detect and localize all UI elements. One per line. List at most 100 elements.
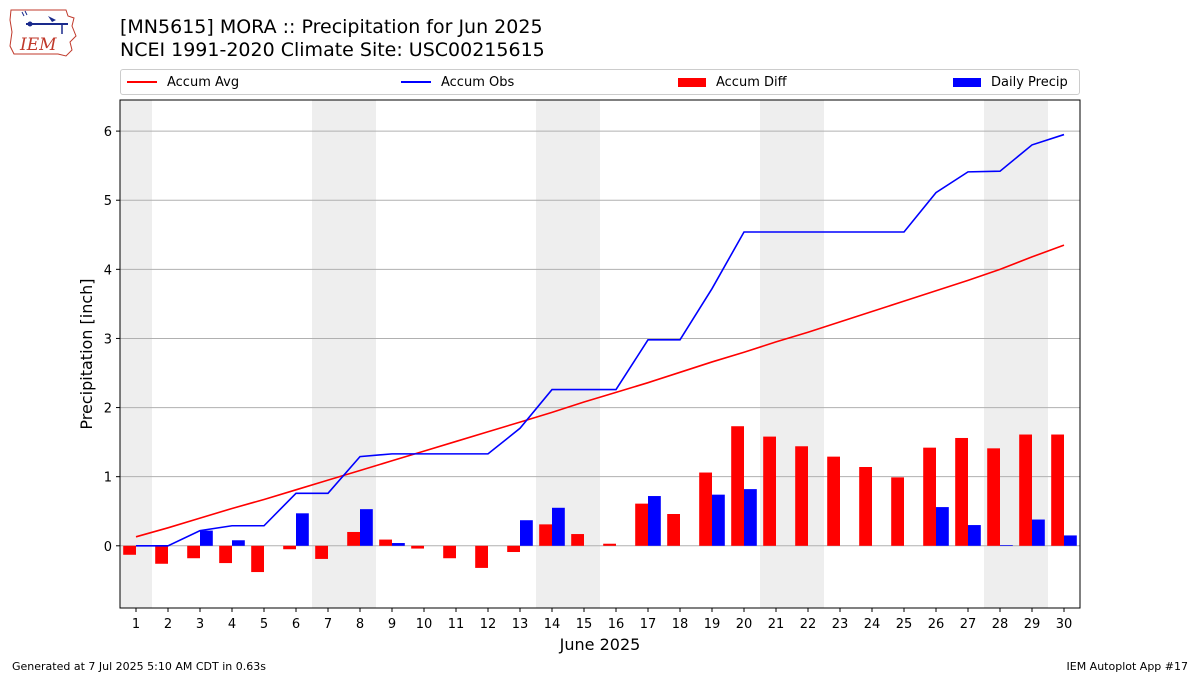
footer-app-text: IEM Autoplot App #17 (1066, 660, 1189, 673)
bar-accum-diff-day-1 (123, 545, 136, 555)
y-tick-label-5: 5 (104, 194, 112, 209)
bar-accum-diff-day-6 (283, 545, 296, 550)
x-tick-label-19: 19 (704, 617, 721, 632)
legend-swatch-accum-avg (127, 81, 157, 83)
bar-accum-diff-day-26 (923, 447, 936, 546)
bar-accum-diff-day-8 (347, 531, 360, 546)
bar-accum-diff-day-25 (891, 477, 904, 546)
bar-daily-precip-day-17 (648, 496, 661, 546)
bar-accum-diff-day-14 (539, 524, 552, 546)
x-tick-label-17: 17 (640, 617, 657, 632)
legend-item-accum-diff: Accum Diff (678, 70, 787, 94)
bar-accum-diff-day-29 (1019, 434, 1032, 546)
legend-item-daily-precip: Daily Precip (953, 70, 1068, 94)
bar-daily-precip-day-8 (360, 509, 373, 546)
bar-accum-diff-day-15 (571, 534, 584, 546)
y-axis-label: Precipitation [inch] (77, 278, 96, 429)
x-tick-label-10: 10 (416, 617, 433, 632)
x-tick-label-8: 8 (356, 617, 364, 632)
x-tick-label-21: 21 (768, 617, 785, 632)
iem-logo-icon: IEM (9, 9, 77, 57)
bar-daily-precip-day-26 (936, 507, 949, 546)
legend-item-accum-obs: Accum Obs (401, 70, 514, 94)
bar-accum-diff-day-10 (411, 545, 424, 549)
x-tick-label-4: 4 (228, 617, 236, 632)
x-tick-label-18: 18 (672, 617, 689, 632)
y-tick-label-1: 1 (104, 471, 112, 486)
line-accum-obs (136, 133, 1065, 547)
series-lines (135, 133, 1065, 547)
x-tick-label-12: 12 (480, 617, 497, 632)
x-tick-label-24: 24 (864, 617, 881, 632)
bar-accum-diff-day-11 (443, 545, 456, 559)
bar-accum-diff-day-12 (475, 545, 488, 568)
x-tick-label-7: 7 (324, 617, 332, 632)
legend-label-accum-avg: Accum Avg (167, 74, 240, 90)
y-tick-label-3: 3 (104, 332, 112, 347)
x-tick-label-5: 5 (260, 617, 268, 632)
weekend-shading (120, 100, 1048, 608)
x-tick-label-9: 9 (388, 617, 396, 632)
bar-accum-diff-day-17 (635, 503, 648, 546)
legend-swatch-daily-precip (953, 77, 981, 87)
legend-label-accum-obs: Accum Obs (441, 74, 515, 90)
weekend-shade-day-15 (568, 100, 600, 608)
legend-swatch-accum-diff (678, 77, 706, 87)
legend-swatch-accum-obs (401, 81, 431, 83)
bar-accum-diff-day-28 (987, 448, 1000, 546)
y-tick-label-6: 6 (104, 125, 112, 140)
x-tick-label-22: 22 (800, 617, 817, 632)
x-tick-label-20: 20 (736, 617, 753, 632)
bar-daily-precip-day-30 (1064, 535, 1077, 546)
x-tick-label-13: 13 (512, 617, 529, 632)
bar-accum-diff-day-27 (955, 437, 968, 546)
x-tick-label-11: 11 (448, 617, 465, 632)
x-axis-label: June 2025 (559, 635, 641, 654)
x-tick-label-29: 29 (1024, 617, 1041, 632)
x-tick-label-6: 6 (292, 617, 300, 632)
x-tick-label-26: 26 (928, 617, 945, 632)
bar-daily-precip-day-9 (392, 543, 405, 546)
x-tick-label-1: 1 (132, 617, 140, 632)
bar-accum-diff-day-21 (763, 436, 776, 546)
chart-legend: Accum Avg Accum Obs Accum Diff Daily Pre… (120, 69, 1080, 95)
line-accum-avg (135, 244, 1065, 538)
bar-daily-precip-day-14 (552, 507, 565, 546)
y-tick-label-2: 2 (104, 402, 112, 417)
x-tick-label-25: 25 (896, 617, 913, 632)
bar-accum-diff-day-13 (507, 545, 520, 553)
footer-generated-text: Generated at 7 Jul 2025 5:10 AM CDT in 0… (12, 660, 266, 673)
bar-daily-precip-day-6 (296, 513, 309, 546)
x-tick-label-14: 14 (544, 617, 561, 632)
x-tick-label-28: 28 (992, 617, 1009, 632)
bar-accum-diff-day-2 (155, 545, 168, 564)
bar-accum-diff-day-5 (251, 545, 264, 573)
y-tick-label-4: 4 (104, 263, 112, 278)
gridlines (120, 130, 1080, 547)
bar-accum-diff-day-3 (187, 545, 200, 559)
bar-accum-diff-day-7 (315, 545, 328, 559)
bar-accum-diff-day-18 (667, 514, 680, 546)
weekend-shade-day-1 (120, 100, 152, 608)
x-tick-label-15: 15 (576, 617, 593, 632)
x-tick-label-3: 3 (196, 617, 204, 632)
iem-logo-text: IEM (19, 35, 57, 55)
y-tick-label-0: 0 (104, 540, 112, 555)
bar-accum-diff-day-22 (795, 446, 808, 546)
x-tick-label-27: 27 (960, 617, 977, 632)
bar-daily-precip-day-4 (232, 540, 245, 546)
bars (123, 426, 1077, 573)
x-tick-label-23: 23 (832, 617, 849, 632)
bar-accum-diff-day-23 (827, 456, 840, 546)
x-tick-label-16: 16 (608, 617, 625, 632)
bar-daily-precip-day-3 (200, 530, 213, 546)
bar-accum-diff-day-9 (379, 539, 392, 546)
chart-title-line2: NCEI 1991-2020 Climate Site: USC00215615 (120, 39, 545, 61)
bar-accum-diff-day-16 (603, 543, 616, 546)
chart-title-line1: [MN5615] MORA :: Precipitation for Jun 2… (120, 16, 543, 38)
bar-daily-precip-day-20 (744, 489, 757, 546)
bar-accum-diff-day-30 (1051, 434, 1064, 546)
plot-frame (119, 99, 1081, 609)
